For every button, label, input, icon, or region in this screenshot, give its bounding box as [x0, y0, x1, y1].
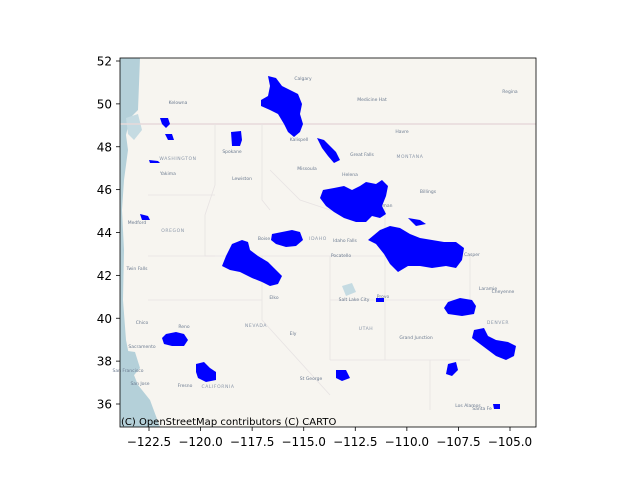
region-14: [196, 362, 216, 382]
place-label-california: CALIFORNIA: [201, 384, 234, 390]
place-label-yakima: Yakima: [159, 171, 176, 177]
x-tick-label: −117.5: [230, 435, 274, 449]
region-18: [493, 404, 500, 409]
x-tick-label: −105.0: [488, 435, 532, 449]
great-salt-lake: [342, 283, 356, 296]
place-label-great-falls: Great Falls: [350, 152, 374, 158]
place-label-denver: DENVER: [487, 320, 509, 326]
y-tick-label: 36: [97, 398, 112, 412]
place-label-los-alamos: Los Alamos: [455, 403, 481, 409]
y-tick-label: 38: [97, 355, 112, 369]
place-label-elko: Elko: [269, 295, 279, 301]
place-label-santa-fe: Santa Fe: [472, 406, 492, 412]
place-label-idaho: IDAHO: [309, 236, 327, 242]
place-label-medicine-hat: Medicine Hat: [357, 97, 387, 103]
place-label-kelowna: Kelowna: [169, 100, 188, 106]
place-label-bozeman: Bozeman: [372, 203, 393, 209]
place-label-pocatello: Pocatello: [331, 253, 352, 259]
place-label-kalispell: Kalispell: [290, 137, 309, 143]
place-label-laramie: Laramie: [479, 286, 498, 292]
place-label-nevada: NEVADA: [245, 323, 267, 329]
place-label-salt-lake-city: Salt Lake City: [339, 297, 370, 303]
y-tick-label: 44: [97, 226, 112, 240]
x-axis: −122.5 −120.0 −117.5 −115.0 −112.5 −110.0 −107…: [127, 427, 532, 449]
x-tick-label: −122.5: [127, 435, 171, 449]
x-tick-label: −115.0: [282, 435, 326, 449]
region-15: [336, 370, 350, 381]
place-label-spokane: Spokane: [222, 149, 242, 155]
place-label-ely: Ely: [290, 331, 297, 337]
x-tick-label: −112.5: [333, 435, 377, 449]
region-2: [160, 118, 174, 140]
place-label-grand-junction: Grand Junction: [399, 335, 433, 341]
regions-layer: [140, 76, 516, 409]
place-label-utah: UTAH: [359, 326, 374, 332]
place-label-billings: Billings: [420, 189, 437, 195]
x-tick-label: −110.0: [385, 435, 429, 449]
pacific-ocean: [120, 58, 160, 427]
place-label-washington: WASHINGTON: [159, 156, 196, 162]
puget-sound: [126, 114, 142, 140]
place-label-medford: Medford: [128, 220, 147, 226]
region-7: [140, 214, 150, 220]
place-label-boise: Boise: [258, 236, 270, 242]
basemap: [120, 58, 536, 427]
place-label-casper: Casper: [464, 252, 480, 258]
place-label-calgary: Calgary: [294, 76, 312, 82]
place-label-sacramento: Sacramento: [128, 344, 155, 350]
place-labels: Calgary Medicine Hat Regina Kelowna Havre Kal…: [113, 76, 518, 412]
place-label-montana: MONTANA: [397, 154, 424, 160]
place-label-helena: Helena: [342, 172, 358, 178]
map-attribution: (C) OpenStreetMap contributors (C) CARTO: [121, 417, 336, 428]
place-label-san-francisco: San Francisco: [113, 368, 144, 374]
region-6: [320, 180, 388, 222]
region-13: [162, 332, 188, 346]
region-4: [149, 160, 160, 163]
y-tick-label: 52: [97, 55, 112, 69]
place-label-havre: Havre: [395, 129, 409, 135]
place-label-oregon: OREGON: [161, 228, 185, 234]
y-axis: 36 38 40 42 44 46 48 50 52: [97, 55, 120, 412]
region-1: [261, 76, 303, 137]
x-tick-label: −120.0: [178, 435, 222, 449]
place-label-san-jose: San Jose: [130, 381, 149, 387]
y-tick-label: 48: [97, 140, 112, 154]
y-tick-label: 50: [97, 97, 112, 111]
place-label-idaho-falls: Idaho Falls: [333, 238, 357, 244]
place-label-provo: Provo: [377, 294, 390, 300]
place-label-st-george: St George: [300, 376, 323, 382]
region-8: [271, 230, 303, 247]
region-3: [231, 131, 242, 146]
axes-frame: [119, 57, 537, 428]
place-label-regina: Regina: [502, 89, 518, 95]
place-label-chico: Chico: [136, 320, 149, 326]
y-tick-label: 42: [97, 269, 112, 283]
state-borders: [148, 124, 471, 410]
x-tick-label: −107.5: [436, 435, 480, 449]
y-tick-label: 40: [97, 312, 112, 326]
region-10: [222, 240, 282, 286]
y-tick-label: 46: [97, 183, 112, 197]
region-16: [446, 362, 458, 376]
region-17: [376, 298, 384, 302]
region-11: [444, 298, 476, 316]
region-9: [368, 218, 464, 272]
place-label-lewiston: Lewiston: [232, 176, 252, 182]
place-label-twin-falls: Twin Falls: [126, 266, 149, 272]
sf-bay: [120, 350, 140, 382]
place-label-reno: Reno: [178, 324, 190, 330]
region-12: [472, 328, 516, 360]
place-label-fresno: Fresno: [178, 383, 193, 389]
place-label-cheyenne: Cheyenne: [492, 289, 515, 295]
place-label-missoula: Missoula: [297, 166, 317, 172]
region-5: [317, 138, 340, 163]
